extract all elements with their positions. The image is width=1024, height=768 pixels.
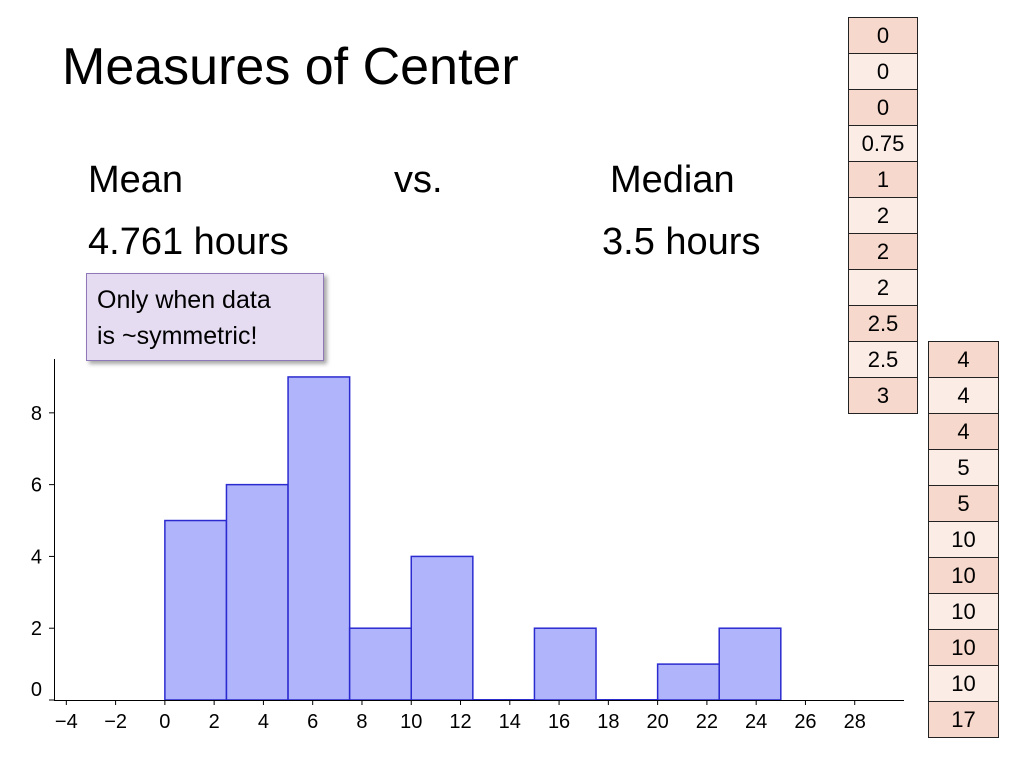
- vs-label: vs.: [394, 159, 443, 201]
- x-tick-label: 20: [646, 711, 668, 733]
- histogram-bar: [164, 519, 228, 701]
- callout-line-1: Only when data: [97, 286, 271, 314]
- table-cell: 10: [929, 558, 998, 594]
- median-label: Median: [610, 159, 735, 201]
- x-tick-label: −4: [55, 711, 78, 733]
- x-tick-label: 26: [794, 711, 816, 733]
- table-cell: 1: [849, 162, 917, 198]
- x-tick-label: 4: [258, 711, 269, 733]
- y-tick-label: 2: [31, 618, 42, 640]
- data-column-1: 0 0 0 0.75 1 2 2 2 2.5 2.5 3: [848, 17, 918, 414]
- x-tick-label: 8: [356, 711, 367, 733]
- x-tick-label: 6: [307, 711, 318, 733]
- x-tick-label: 28: [844, 711, 866, 733]
- histogram-bar: [287, 376, 351, 701]
- x-tick-label: 2: [209, 711, 220, 733]
- x-tick-label: 14: [499, 711, 521, 733]
- table-cell: 0: [849, 18, 917, 54]
- table-cell: 4: [929, 378, 998, 414]
- x-tick-label: 10: [400, 711, 422, 733]
- x-tick-label: 18: [597, 711, 619, 733]
- table-cell: 2: [849, 198, 917, 234]
- histogram-bar: [533, 627, 597, 701]
- callout-line-2: is ~symmetric!: [97, 322, 258, 350]
- mean-label: Mean: [88, 159, 184, 201]
- y-tick-label: 8: [31, 403, 42, 425]
- table-cell: 2.5: [849, 306, 917, 342]
- table-cell: 3: [849, 378, 917, 414]
- histogram-bar: [410, 555, 474, 701]
- table-cell: 10: [929, 594, 998, 630]
- mean-value: 4.761 hours: [88, 221, 289, 263]
- y-tick-label: 0: [31, 679, 42, 701]
- x-tick-label: 24: [745, 711, 767, 733]
- table-cell: 17: [929, 702, 998, 738]
- x-tick-label: −2: [104, 711, 127, 733]
- median-value: 3.5 hours: [602, 221, 761, 263]
- table-cell: 5: [929, 486, 998, 522]
- x-tick-label: 16: [548, 711, 570, 733]
- table-cell: 2: [849, 270, 917, 306]
- histogram-bar: [718, 627, 782, 701]
- table-cell: 10: [929, 522, 998, 558]
- x-tick-label: 22: [696, 711, 718, 733]
- table-cell: 10: [929, 630, 998, 666]
- table-cell: 2.5: [849, 342, 917, 378]
- table-cell: 0: [849, 54, 917, 90]
- symmetry-callout: Only when data is ~symmetric!: [86, 273, 324, 361]
- table-cell: 4: [929, 342, 998, 378]
- y-tick-label: 4: [31, 546, 42, 568]
- table-cell: 5: [929, 450, 998, 486]
- histogram-bar: [225, 483, 289, 701]
- table-cell: 0: [849, 90, 917, 126]
- y-tick-label: 6: [31, 475, 42, 497]
- histogram-bar: [348, 627, 412, 701]
- table-cell: 2: [849, 234, 917, 270]
- x-tick-label: 0: [159, 711, 170, 733]
- table-cell: 0.75: [849, 126, 917, 162]
- data-column-2: 4 4 4 5 5 10 10 10 10 10 17: [928, 341, 999, 738]
- slide-title: Measures of Center: [62, 38, 519, 96]
- histogram-bar: [656, 663, 720, 701]
- table-cell: 4: [929, 414, 998, 450]
- table-cell: 10: [929, 666, 998, 702]
- x-tick-label: 12: [449, 711, 471, 733]
